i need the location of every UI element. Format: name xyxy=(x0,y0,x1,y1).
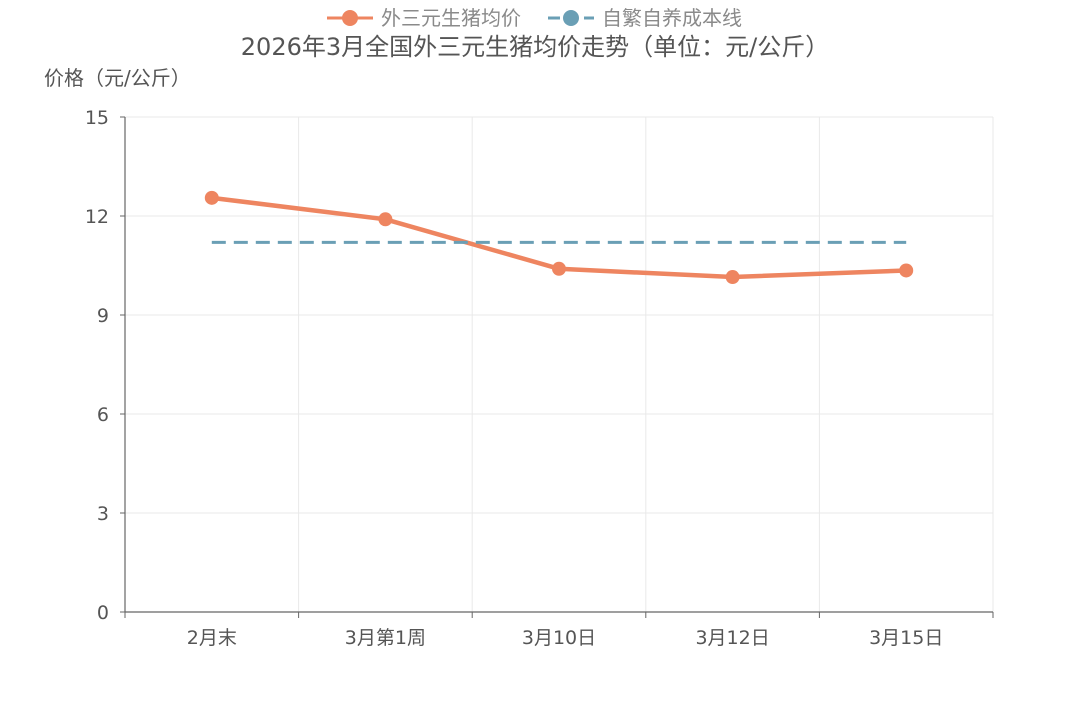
y-tick-label: 12 xyxy=(85,206,109,228)
axes xyxy=(120,116,994,618)
gridlines xyxy=(125,116,994,612)
legend-label: 自繁自养成本线 xyxy=(602,6,742,30)
y-tick-label: 9 xyxy=(97,305,109,327)
y-tick-label: 0 xyxy=(97,602,109,624)
data-point[interactable] xyxy=(899,263,914,278)
y-tick-label: 15 xyxy=(85,107,109,129)
data-point[interactable] xyxy=(725,270,740,285)
y-tick-label: 6 xyxy=(97,404,109,426)
y-tick-label: 3 xyxy=(97,503,109,525)
x-tick-label: 2月末 xyxy=(187,627,237,649)
series-layer xyxy=(204,190,914,285)
x-tick-label: 3月12日 xyxy=(695,627,769,649)
legend-item-avg-price[interactable]: 外三元生猪均价 xyxy=(327,6,521,30)
legend[interactable]: 外三元生猪均价 自繁自养成本线 xyxy=(327,6,742,30)
chart-title: 2026年3月全国外三元生猪均价走势（单位：元/公斤） xyxy=(241,33,829,61)
legend-swatch-marker xyxy=(342,10,358,26)
x-tick-label: 3月15日 xyxy=(869,627,943,649)
x-tick-label: 3月10日 xyxy=(522,627,596,649)
data-point[interactable] xyxy=(204,190,219,205)
legend-item-cost-line[interactable]: 自繁自养成本线 xyxy=(548,6,742,30)
data-point[interactable] xyxy=(378,212,393,227)
legend-label: 外三元生猪均价 xyxy=(381,6,521,30)
y-axis-label: 价格（元/公斤） xyxy=(44,66,191,90)
x-tick-label: 3月第1周 xyxy=(345,627,426,649)
tick-labels: 0 3 6 9 12 15 2月末 3月第1周 3月10日 3月12日 3月15日 xyxy=(85,107,944,649)
legend-swatch-marker xyxy=(563,10,579,26)
data-point[interactable] xyxy=(552,261,566,276)
